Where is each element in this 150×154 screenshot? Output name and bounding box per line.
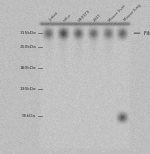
Text: 293T: 293T (93, 12, 103, 22)
Text: 250kDa: 250kDa (19, 45, 36, 49)
Text: Filamin A: Filamin A (144, 31, 150, 36)
Text: 95kDa: 95kDa (22, 114, 36, 118)
Text: Jurkat: Jurkat (48, 12, 59, 22)
Text: Mouse lung: Mouse lung (123, 4, 142, 22)
Text: 180kDa: 180kDa (19, 66, 36, 70)
Text: HeLa: HeLa (63, 13, 73, 22)
Text: 315kDa: 315kDa (19, 31, 36, 35)
Text: Mouse liver: Mouse liver (108, 4, 127, 22)
Text: NIH/3T3: NIH/3T3 (78, 8, 92, 22)
Text: 130kDa: 130kDa (19, 87, 36, 91)
